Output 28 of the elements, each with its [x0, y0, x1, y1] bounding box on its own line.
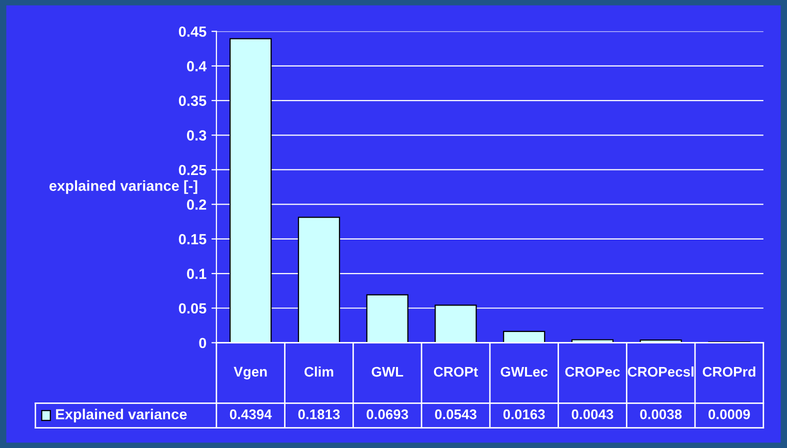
- y-tick-label: 0.35: [178, 96, 206, 106]
- x-tick-label: CROPecsl: [628, 366, 694, 377]
- data-label: 0.4394: [230, 409, 272, 420]
- x-tick-label: CROPec: [565, 366, 620, 377]
- y-tick-label: 0.25: [178, 164, 206, 176]
- x-tick-label: GWLec: [500, 366, 548, 377]
- data-label: 0.0009: [708, 409, 750, 420]
- y-tick-label: 0.1: [187, 268, 206, 279]
- y-tick-label: 0.15: [178, 234, 206, 244]
- x-tick-label: CROPt: [434, 366, 478, 377]
- y-tick-label: 0.2: [187, 199, 206, 210]
- y-tick-label: 0.4: [187, 61, 207, 72]
- x-tick-label: CROPrd: [702, 366, 756, 377]
- data-label: 0.0043: [572, 409, 614, 420]
- legend-label: Explained variance: [56, 408, 187, 422]
- x-tick-label: GWL: [372, 366, 404, 377]
- x-tick-label: Clim: [304, 366, 334, 377]
- data-label: 0.1813: [298, 409, 340, 420]
- data-label: 0.0693: [366, 409, 408, 420]
- x-tick-label: Vgen: [234, 366, 267, 380]
- y-tick-label: 0.05: [178, 303, 206, 314]
- data-label: 0.0163: [503, 409, 545, 420]
- data-label: 0.0543: [435, 409, 476, 420]
- y-axis-title: explained variance [-]: [49, 180, 198, 194]
- y-tick-label: 0.45: [178, 26, 206, 37]
- y-tick-label: 0: [199, 338, 206, 348]
- y-tick-label: 0.3: [187, 130, 206, 141]
- data-label: 0.0038: [640, 409, 682, 420]
